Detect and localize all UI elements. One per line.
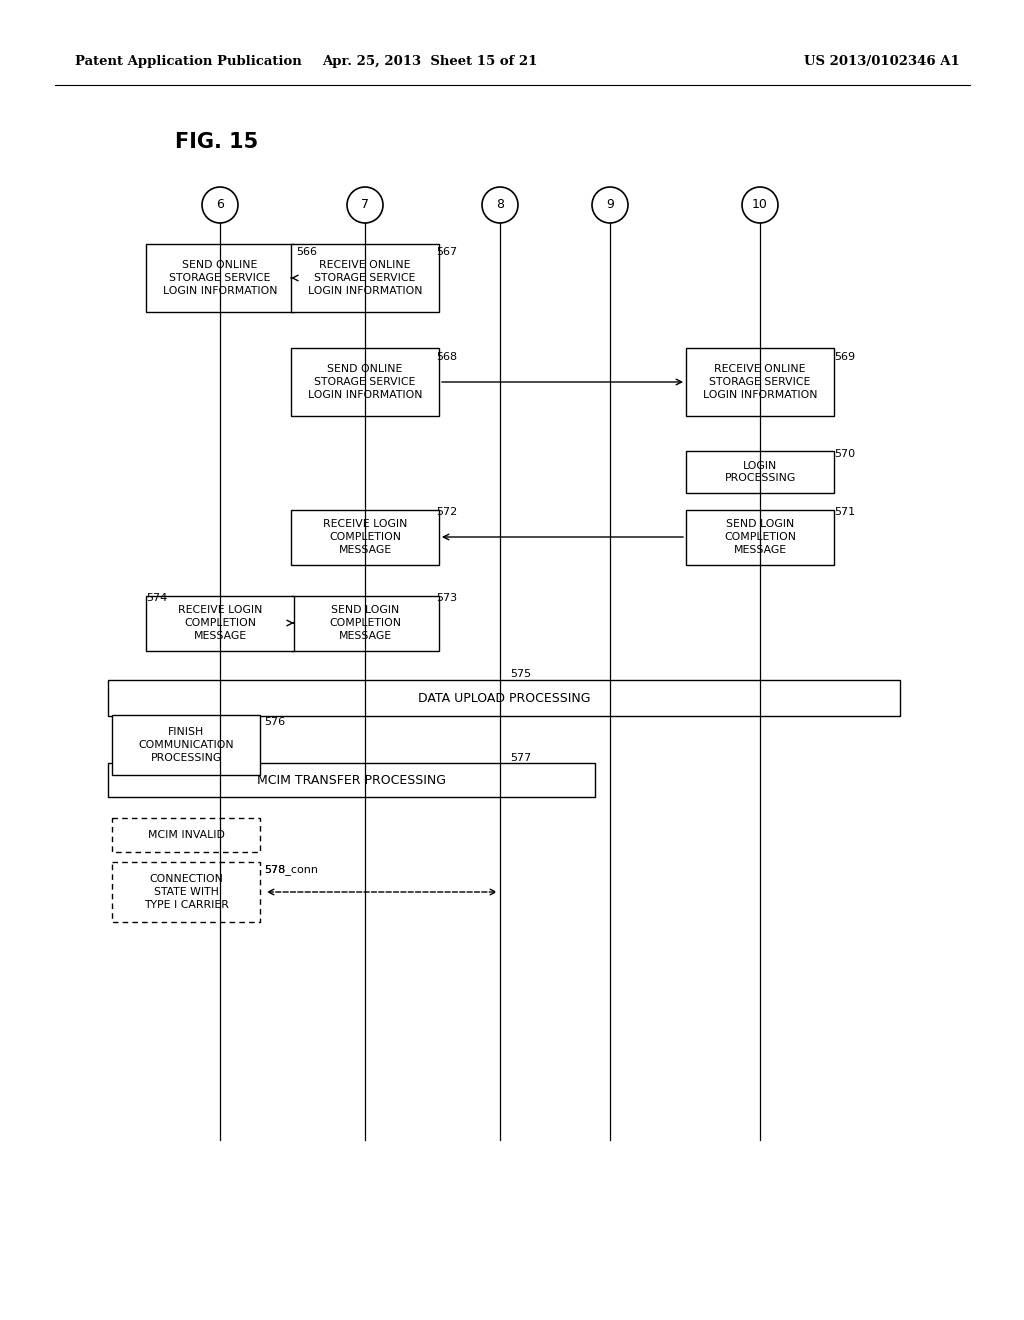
Bar	[112, 818, 260, 851]
Text: 570: 570	[834, 449, 855, 459]
Text: 578_conn: 578_conn	[264, 865, 318, 875]
Text: RECEIVE LOGIN
COMPLETION
MESSAGE: RECEIVE LOGIN COMPLETION MESSAGE	[178, 605, 262, 640]
Bar	[108, 763, 595, 797]
Bar	[291, 244, 439, 312]
Text: RECEIVE LOGIN
COMPLETION
MESSAGE: RECEIVE LOGIN COMPLETION MESSAGE	[323, 519, 408, 554]
Text: 576: 576	[264, 717, 285, 727]
Text: FIG. 15: FIG. 15	[175, 132, 258, 152]
Bar	[112, 862, 260, 921]
Text: Patent Application Publication: Patent Application Publication	[75, 55, 302, 69]
Text: SEND ONLINE
STORAGE SERVICE
LOGIN INFORMATION: SEND ONLINE STORAGE SERVICE LOGIN INFORM…	[163, 260, 278, 296]
Text: 9: 9	[606, 198, 614, 211]
Text: FINISH
COMMUNICATION
PROCESSING: FINISH COMMUNICATION PROCESSING	[138, 727, 233, 763]
Text: 6: 6	[216, 198, 224, 211]
Text: 567: 567	[436, 247, 457, 257]
Text: RECEIVE ONLINE
STORAGE SERVICE
LOGIN INFORMATION: RECEIVE ONLINE STORAGE SERVICE LOGIN INF…	[702, 364, 817, 400]
Text: MCIM INVALID: MCIM INVALID	[147, 830, 224, 840]
Text: MCIM TRANSFER PROCESSING: MCIM TRANSFER PROCESSING	[257, 774, 446, 787]
Bar	[291, 595, 439, 651]
Text: DATA UPLOAD PROCESSING: DATA UPLOAD PROCESSING	[418, 692, 590, 705]
Bar	[146, 244, 294, 312]
Text: 578: 578	[264, 865, 286, 875]
Bar	[686, 510, 834, 565]
Text: 566: 566	[296, 247, 317, 257]
Bar	[291, 348, 439, 416]
Text: SEND ONLINE
STORAGE SERVICE
LOGIN INFORMATION: SEND ONLINE STORAGE SERVICE LOGIN INFORM…	[308, 364, 422, 400]
Bar	[686, 451, 834, 492]
Text: 573: 573	[436, 593, 457, 603]
Bar	[112, 715, 260, 775]
Bar	[686, 348, 834, 416]
Bar	[291, 510, 439, 565]
Text: 568: 568	[436, 352, 457, 362]
Text: LOGIN
PROCESSING: LOGIN PROCESSING	[724, 461, 796, 483]
Text: 572: 572	[436, 507, 458, 517]
Text: 10: 10	[752, 198, 768, 211]
Text: 577: 577	[510, 752, 531, 763]
Text: SEND LOGIN
COMPLETION
MESSAGE: SEND LOGIN COMPLETION MESSAGE	[329, 605, 401, 640]
Text: 569: 569	[834, 352, 855, 362]
Text: CONNECTION
STATE WITH
TYPE I CARRIER: CONNECTION STATE WITH TYPE I CARRIER	[143, 874, 228, 909]
Text: 8: 8	[496, 198, 504, 211]
Text: 571: 571	[834, 507, 855, 517]
Text: 574: 574	[146, 593, 167, 603]
Text: 575: 575	[510, 669, 531, 678]
Bar	[108, 680, 900, 715]
Text: 7: 7	[361, 198, 369, 211]
Text: RECEIVE ONLINE
STORAGE SERVICE
LOGIN INFORMATION: RECEIVE ONLINE STORAGE SERVICE LOGIN INF…	[308, 260, 422, 296]
Bar	[146, 595, 294, 651]
Text: SEND LOGIN
COMPLETION
MESSAGE: SEND LOGIN COMPLETION MESSAGE	[724, 519, 796, 554]
Text: Apr. 25, 2013  Sheet 15 of 21: Apr. 25, 2013 Sheet 15 of 21	[323, 55, 538, 69]
Text: US 2013/0102346 A1: US 2013/0102346 A1	[804, 55, 961, 69]
